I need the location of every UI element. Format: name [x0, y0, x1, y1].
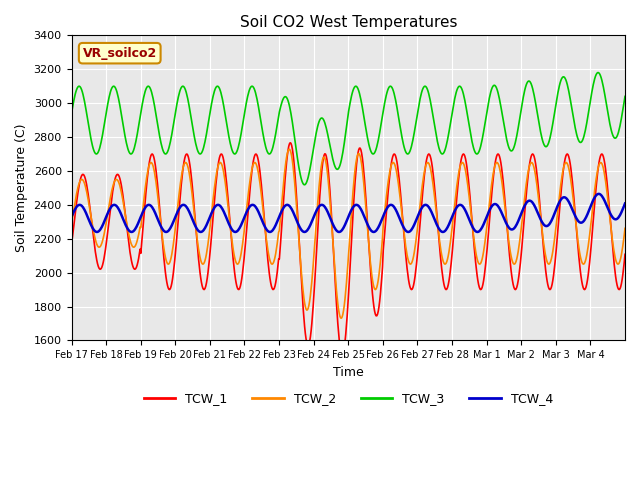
TCW_4 [132, 224, 140, 230]
TCW_3 [301, 182, 308, 188]
TCW_1 [286, 140, 294, 145]
TCW_1 [283, 159, 291, 165]
TCW_3 [283, 95, 291, 100]
TCW_2 [407, 261, 415, 267]
TCW_2 [68, 220, 76, 226]
TCW_3 [132, 135, 140, 141]
TCW_2 [621, 226, 629, 231]
TCW_4 [197, 229, 205, 235]
TCW_4 [68, 214, 76, 220]
Line: TCW_4: TCW_4 [72, 194, 625, 232]
TCW_2 [438, 252, 445, 258]
TCW_2 [262, 230, 269, 236]
TCW_3 [68, 110, 76, 116]
TCW_1 [339, 351, 346, 357]
TCW_1 [68, 241, 76, 247]
TCW_4 [284, 202, 291, 208]
TCW_4 [437, 228, 445, 234]
X-axis label: Time: Time [333, 366, 364, 379]
Line: TCW_2: TCW_2 [72, 149, 625, 318]
TCW_1 [407, 286, 415, 292]
TCW_1 [132, 264, 140, 270]
TCW_4 [621, 201, 629, 206]
Legend: TCW_1, TCW_2, TCW_3, TCW_4: TCW_1, TCW_2, TCW_3, TCW_4 [139, 387, 558, 410]
TCW_2 [234, 261, 242, 266]
TCW_4 [406, 228, 414, 234]
Y-axis label: Soil Temperature (C): Soil Temperature (C) [15, 124, 28, 252]
TCW_1 [438, 266, 445, 272]
TCW_3 [234, 144, 242, 150]
TCW_1 [621, 252, 629, 257]
TCW_3 [406, 148, 414, 154]
TCW_1 [262, 232, 269, 238]
TCW_2 [283, 155, 291, 160]
TCW_4 [595, 191, 603, 197]
TCW_2 [285, 146, 293, 152]
TCW_4 [262, 227, 270, 232]
Line: TCW_3: TCW_3 [72, 72, 625, 185]
TCW_3 [621, 94, 629, 99]
TCW_2 [337, 315, 345, 321]
Line: TCW_1: TCW_1 [72, 143, 625, 354]
Text: VR_soilco2: VR_soilco2 [83, 47, 157, 60]
TCW_3 [437, 150, 445, 156]
TCW_3 [595, 70, 602, 75]
TCW_2 [132, 240, 140, 246]
TCW_1 [234, 287, 242, 292]
TCW_4 [235, 226, 243, 232]
Title: Soil CO2 West Temperatures: Soil CO2 West Temperatures [239, 15, 457, 30]
TCW_3 [262, 144, 269, 150]
